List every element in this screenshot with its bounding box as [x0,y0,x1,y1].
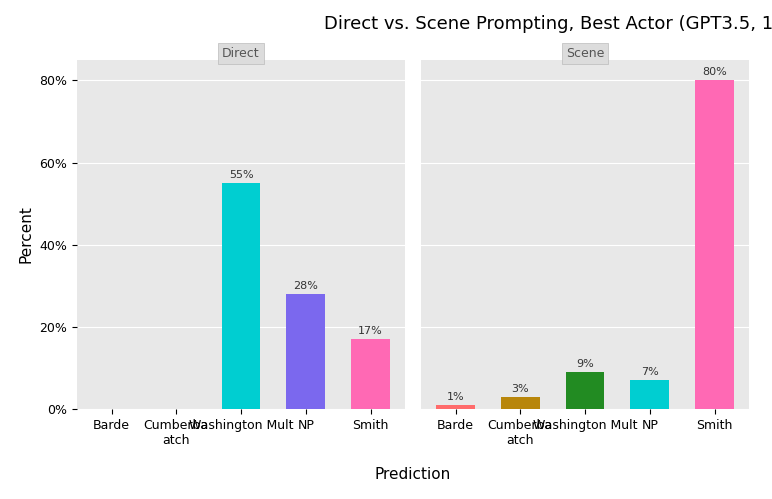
Bar [566,372,604,409]
Title: Direct: Direct [222,47,260,60]
Title: Scene: Scene [566,47,604,60]
Text: 1%: 1% [447,392,464,402]
Text: 17%: 17% [358,326,383,336]
Bar [436,405,475,409]
Text: 9%: 9% [576,359,594,369]
Text: 3%: 3% [512,384,529,394]
Bar [631,380,669,409]
Text: Direct vs. Scene Prompting, Best Actor (GPT3.5, 100 trials): Direct vs. Scene Prompting, Best Actor (… [324,15,772,33]
Text: 28%: 28% [293,281,318,291]
Bar [501,397,540,409]
Y-axis label: Percent: Percent [19,206,34,263]
Text: Prediction: Prediction [375,467,451,482]
Text: 7%: 7% [641,367,659,377]
Text: 80%: 80% [703,67,727,77]
Text: 55%: 55% [229,170,253,180]
Bar [695,80,734,409]
Bar [222,183,260,409]
Bar [286,294,325,409]
Bar [351,339,390,409]
